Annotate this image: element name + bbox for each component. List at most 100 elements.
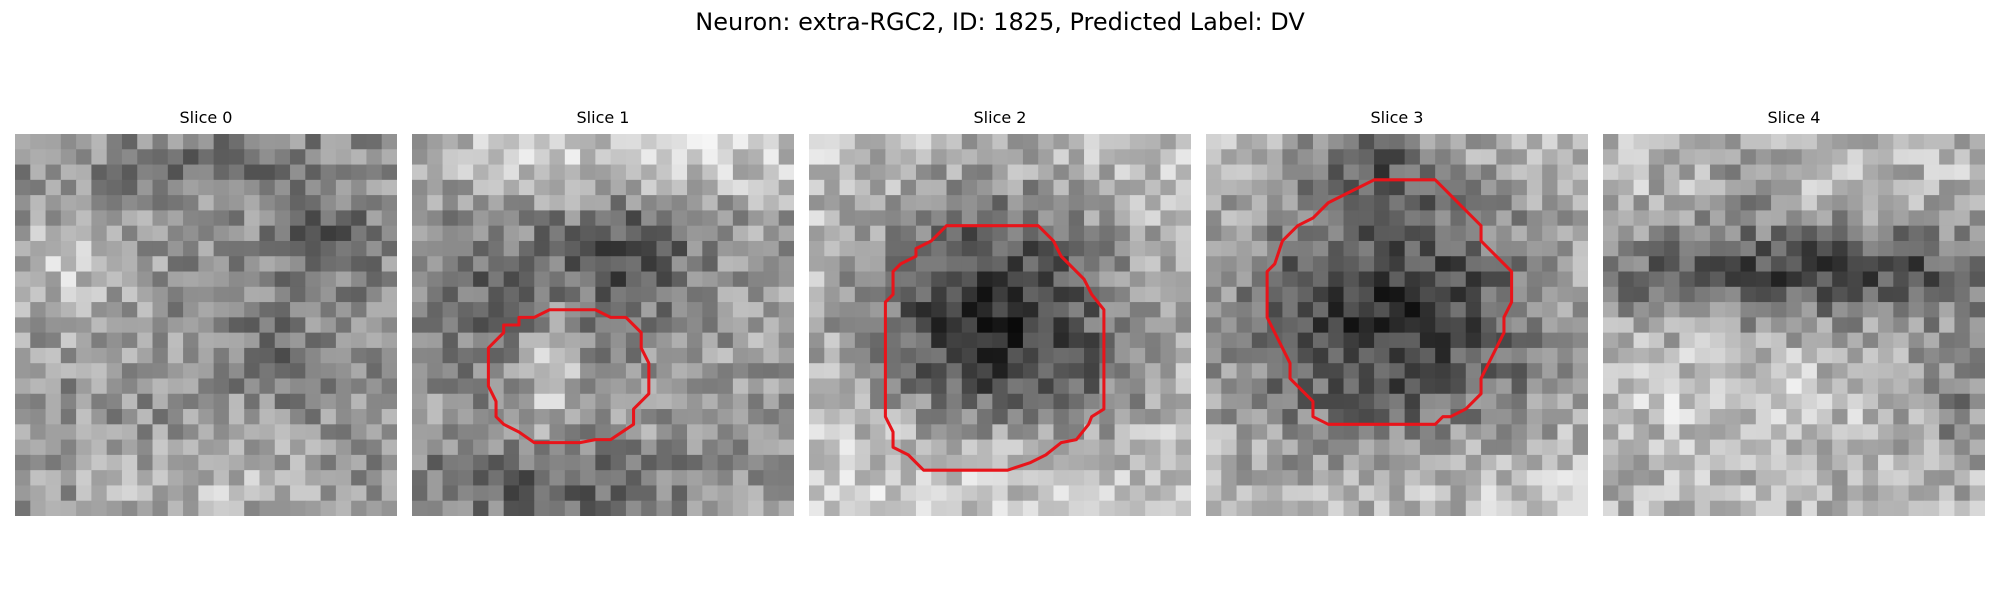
pixel	[1557, 424, 1574, 441]
pixel	[1099, 302, 1116, 318]
pixel	[1648, 164, 1665, 181]
pixel	[992, 195, 1009, 211]
pixel	[809, 179, 825, 196]
pixel	[1633, 286, 1650, 303]
pixel	[259, 500, 276, 516]
pixel	[671, 332, 688, 349]
pixel	[1939, 409, 1955, 425]
pixel	[1328, 271, 1344, 288]
pixel	[778, 424, 794, 441]
pixel	[121, 225, 138, 242]
pixel	[1297, 195, 1314, 211]
pixel	[1633, 470, 1650, 486]
pixel	[1206, 424, 1222, 441]
pixel	[1878, 378, 1894, 395]
pixel	[854, 179, 871, 196]
pixel	[1557, 134, 1574, 150]
pixel	[290, 225, 306, 242]
pixel	[687, 271, 703, 288]
pixel	[1282, 195, 1299, 211]
pixel	[1358, 302, 1375, 318]
pixel	[183, 149, 199, 166]
pixel	[595, 195, 612, 211]
pixel	[335, 409, 352, 425]
pixel	[809, 256, 825, 272]
pixel	[366, 393, 383, 410]
pixel	[381, 485, 397, 502]
pixel	[1542, 500, 1558, 516]
pixel	[1572, 424, 1588, 441]
pixel	[228, 164, 245, 181]
pixel	[1954, 195, 1971, 211]
pixel	[1084, 256, 1100, 272]
slice-image-2	[809, 134, 1191, 516]
pixel	[870, 347, 886, 364]
pixel	[1526, 286, 1543, 303]
pixel	[91, 149, 108, 166]
pixel	[1435, 271, 1451, 288]
pixel	[992, 485, 1009, 502]
pixel	[351, 179, 367, 196]
pixel	[915, 164, 932, 181]
pixel	[473, 500, 489, 516]
pixel	[167, 179, 184, 196]
pixel	[748, 256, 764, 272]
pixel	[1389, 286, 1406, 303]
pixel	[183, 424, 199, 441]
pixel	[778, 271, 794, 288]
pixel	[351, 271, 367, 288]
pixel	[549, 240, 566, 257]
pixel	[1343, 302, 1360, 318]
pixel	[1664, 195, 1680, 211]
pixel	[45, 454, 62, 471]
pixel	[1312, 424, 1329, 441]
pixel	[15, 149, 31, 166]
pixel	[1709, 225, 1726, 242]
pixel	[412, 210, 428, 227]
pixel	[45, 225, 62, 242]
pixel	[717, 347, 734, 364]
pixel	[1801, 470, 1818, 486]
pixel	[1160, 149, 1177, 166]
pixel	[1908, 317, 1925, 334]
pixel	[610, 332, 627, 349]
pixel	[1679, 302, 1696, 318]
pixel	[763, 378, 780, 395]
pixel	[198, 347, 215, 364]
pixel	[76, 470, 92, 486]
pixel	[412, 317, 428, 334]
pixel	[60, 271, 77, 288]
pixel	[717, 363, 734, 379]
pixel	[1175, 149, 1191, 166]
pixel	[1129, 240, 1146, 257]
pixel	[1038, 195, 1054, 211]
pixel	[305, 286, 322, 303]
pixel	[1679, 240, 1696, 257]
pixel	[1755, 240, 1772, 257]
pixel	[1450, 225, 1467, 242]
pixel	[1496, 485, 1513, 502]
pixel	[290, 195, 306, 211]
pixel	[305, 225, 322, 242]
pixel	[381, 302, 397, 318]
pixel	[213, 240, 230, 257]
pixel	[1435, 470, 1451, 486]
pixel	[625, 378, 642, 395]
pixel	[809, 363, 825, 379]
pixel	[1282, 485, 1299, 502]
pixel	[732, 164, 749, 181]
pixel	[1557, 454, 1574, 471]
pixel	[1908, 454, 1925, 471]
pixel	[167, 485, 184, 502]
pixel	[1343, 164, 1360, 181]
pixel	[1862, 485, 1879, 502]
pixel	[1633, 164, 1650, 181]
pixel	[213, 470, 230, 486]
pixel	[167, 286, 184, 303]
pixel	[778, 240, 794, 257]
pixel	[91, 240, 108, 257]
pixel	[121, 317, 138, 334]
pixel	[1267, 363, 1283, 379]
pixel	[1923, 149, 1940, 166]
pixel	[1312, 225, 1329, 242]
